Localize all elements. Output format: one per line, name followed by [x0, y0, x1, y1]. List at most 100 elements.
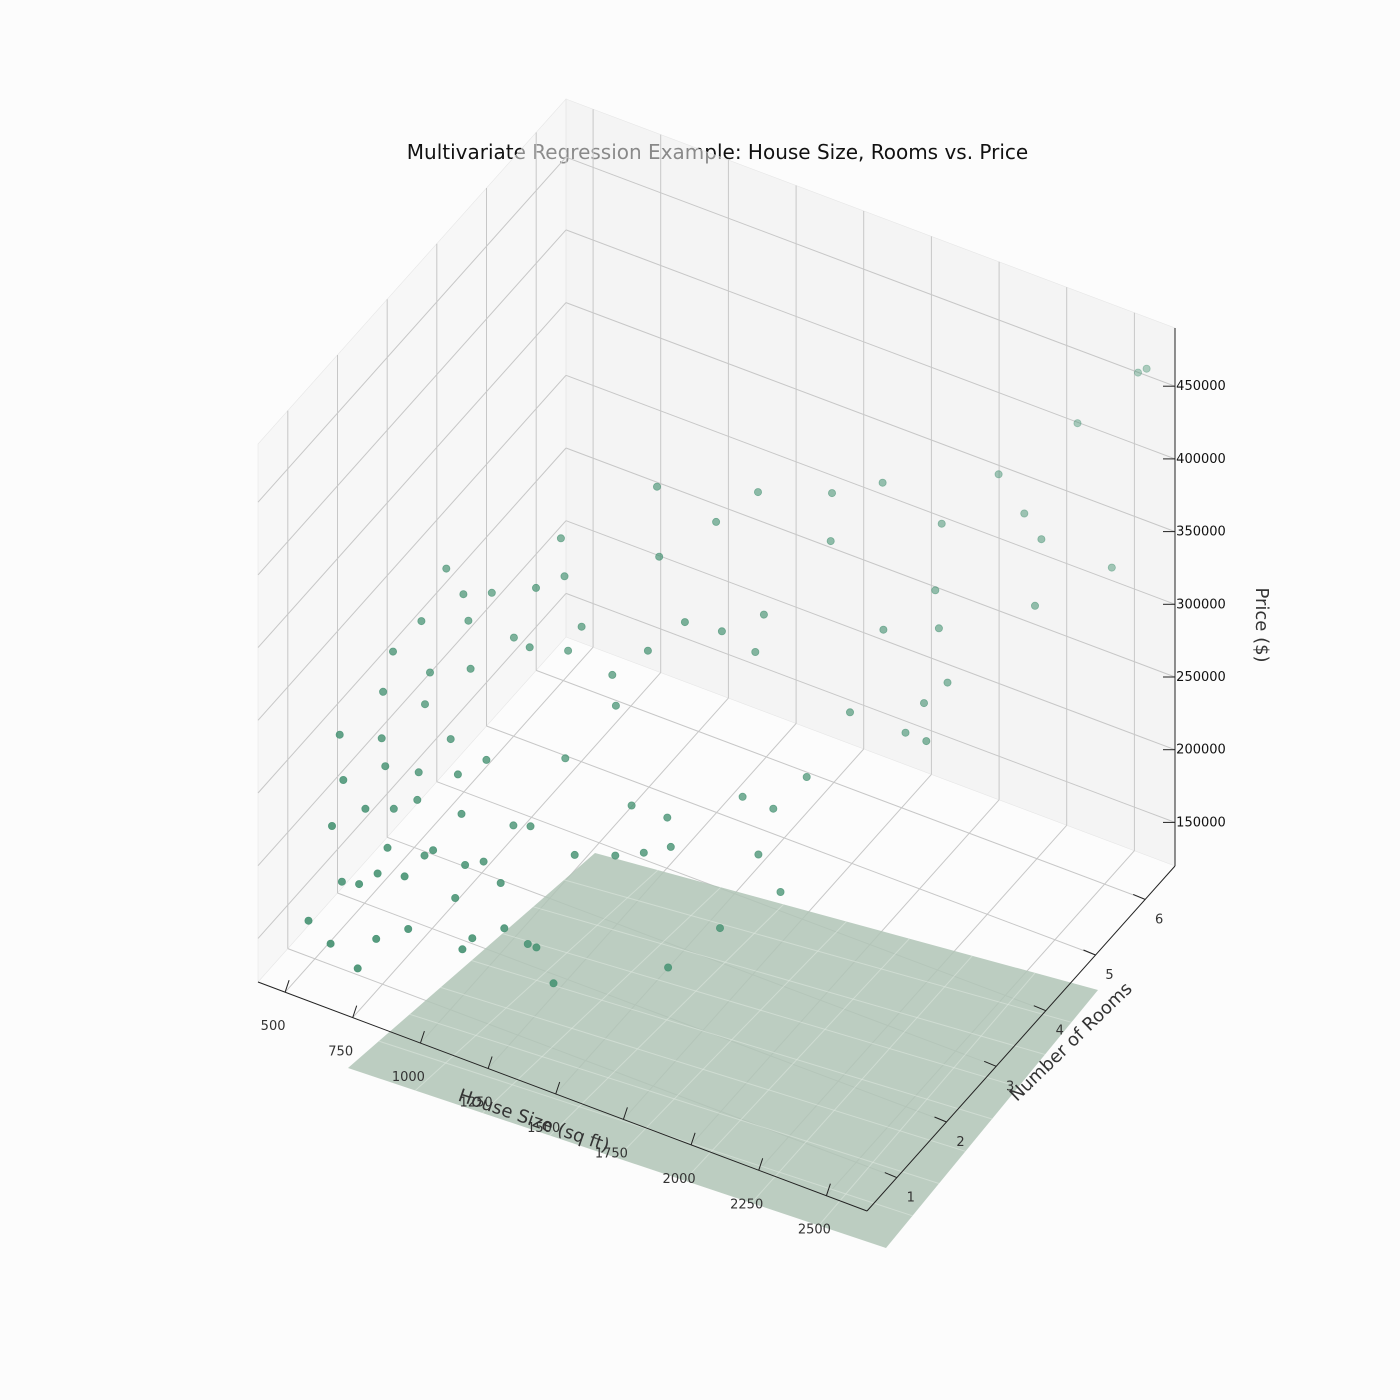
grid-line-back-z	[565, 374, 1176, 605]
data-point	[339, 776, 348, 785]
data-point	[639, 848, 648, 857]
tick-labels: 500 750 1000 1250 1500 1750 2000 2250 2500 1 2 3 4 5 6…	[261, 379, 1226, 1237]
data-point	[479, 857, 488, 866]
data-point	[901, 728, 910, 737]
data-point	[461, 861, 470, 870]
x-tick-label: 1500	[527, 1121, 560, 1136]
data-point	[570, 850, 579, 859]
data-point	[372, 934, 381, 943]
data-point	[389, 804, 398, 813]
grid-line-left-z	[257, 229, 567, 576]
data-point	[496, 879, 505, 888]
data-point	[442, 564, 451, 573]
data-point	[509, 821, 518, 830]
x-tick-label: 1000	[392, 1070, 425, 1085]
grid-line-floor-x	[284, 646, 594, 993]
data-point	[879, 625, 888, 634]
y-tick-mark	[1033, 1005, 1046, 1012]
data-point	[826, 537, 835, 546]
data-point	[802, 773, 811, 782]
grid-line-back-z	[565, 592, 1176, 823]
data-point	[712, 517, 721, 526]
data-point	[383, 843, 392, 852]
x-tick-mark	[284, 980, 290, 993]
data-point	[611, 851, 620, 860]
data-point	[655, 552, 664, 561]
data-point	[451, 894, 460, 903]
data-point	[532, 583, 541, 592]
z-tick-label: 400000	[1176, 452, 1226, 467]
x-tick-label: 2250	[730, 1197, 763, 1212]
y-tick-mark	[934, 1116, 947, 1123]
data-point	[400, 872, 409, 881]
data-point	[379, 687, 388, 696]
data-point	[931, 586, 940, 595]
data-point	[373, 869, 382, 878]
axis-lines	[257, 328, 1176, 1212]
data-point	[943, 678, 952, 687]
data-point	[458, 945, 467, 954]
data-point	[1037, 535, 1046, 544]
data-point	[464, 616, 473, 625]
grid-line-back-z	[565, 229, 1176, 460]
z-tick-label: 450000	[1176, 379, 1226, 394]
data-point	[377, 734, 386, 743]
data-point	[525, 643, 534, 652]
grid-line-left-z	[257, 302, 567, 648]
data-point	[1073, 419, 1082, 428]
data-point	[716, 924, 725, 933]
data-point	[381, 762, 390, 771]
x-tick-mark	[690, 1132, 696, 1145]
data-point	[878, 478, 887, 487]
data-point	[353, 964, 362, 973]
data-point	[404, 925, 413, 934]
x-tick-label: 750	[328, 1045, 353, 1060]
grid-line-floor-y	[486, 725, 1096, 956]
plane-wire	[683, 938, 910, 1181]
y-tick-label: 2	[956, 1135, 964, 1150]
data-point	[556, 534, 565, 543]
data-point	[751, 648, 760, 657]
y-tick-label: 3	[1006, 1079, 1014, 1094]
z-tick-label: 250000	[1176, 670, 1226, 685]
data-point	[717, 627, 726, 636]
y-tick-mark	[984, 1060, 997, 1067]
data-point	[608, 670, 617, 679]
z-tick-label: 150000	[1176, 815, 1226, 830]
data-point	[459, 590, 468, 599]
grid-line-left-z	[257, 374, 567, 721]
data-point	[1031, 601, 1040, 610]
x-tick-mark	[419, 1030, 425, 1044]
data-point	[526, 822, 535, 831]
data-point	[326, 939, 335, 948]
data-point	[643, 646, 652, 655]
regression-plane-layer	[348, 853, 1098, 1248]
data-point	[611, 701, 620, 710]
data-point	[828, 489, 837, 498]
y-axis-line	[866, 865, 1176, 1212]
data-point	[846, 708, 855, 717]
data-point	[759, 610, 768, 619]
y-tick-label: 6	[1155, 912, 1163, 927]
x-tick-mark	[555, 1081, 561, 1095]
data-point	[769, 804, 778, 813]
data-point	[1107, 563, 1116, 572]
z-tick-label: 300000	[1176, 597, 1226, 612]
x-tick-mark	[758, 1158, 764, 1171]
x-tick-label: 500	[261, 1019, 286, 1034]
grid-line-left-z	[257, 593, 567, 939]
grid-line-back-z	[565, 156, 1176, 387]
plane-wire	[563, 879, 1072, 1023]
z-axis-label: Price ($)	[1251, 587, 1272, 662]
grid-line-left-z	[257, 156, 567, 503]
data-point	[355, 880, 364, 889]
grid-line-floor-y	[536, 669, 1146, 900]
data-point	[337, 877, 346, 886]
data-point	[361, 804, 370, 813]
data-point	[663, 813, 672, 822]
plane-wire	[533, 906, 1046, 1055]
y-tick-label: 1	[907, 1191, 915, 1206]
x-axis-line	[257, 981, 868, 1212]
data-point	[413, 795, 422, 804]
y-tick-mark	[884, 1172, 897, 1179]
